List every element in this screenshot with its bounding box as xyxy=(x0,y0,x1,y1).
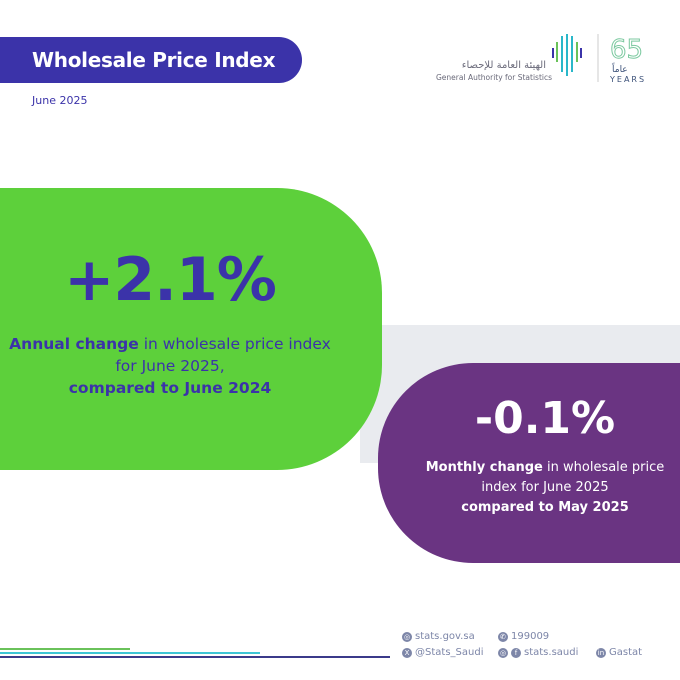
decor-line-green xyxy=(0,648,130,650)
logo-arabic: الهيئة العامة للإحصاء xyxy=(461,60,546,71)
facebook-icon: f xyxy=(511,647,521,658)
linkedin-link[interactable]: in Gastat xyxy=(596,647,642,658)
page-title: Wholesale Price Index xyxy=(0,37,302,83)
monthly-value: -0.1% xyxy=(474,393,616,444)
linkedin-text: Gastat xyxy=(609,647,643,658)
monthly-comparison: compared to May 2025 xyxy=(461,500,629,515)
report-date: June 2025 xyxy=(32,94,88,107)
monthly-text: in wholesale price index for June 2025 xyxy=(481,460,665,495)
website-link[interactable]: ◎ stats.gov.sa xyxy=(402,631,475,642)
annual-value: +2.1% xyxy=(64,245,277,315)
x-link[interactable]: X @Stats_Saudi xyxy=(402,647,483,658)
anniversary-label: YEARS xyxy=(609,75,646,84)
x-icon: X xyxy=(402,647,412,658)
phone-link[interactable]: ✆ 199009 xyxy=(498,631,549,642)
annual-description: Annual change in wholesale price index f… xyxy=(0,333,340,399)
x-text: @Stats_Saudi xyxy=(415,647,484,658)
anniversary-number: 65 xyxy=(610,35,643,65)
annual-text: in wholesale price index for June 2025, xyxy=(115,335,331,375)
monthly-description: Monthly change in wholesale price index … xyxy=(410,458,680,518)
monthly-label: Monthly change xyxy=(425,460,543,475)
gastat-logo: 65 عاماً YEARS xyxy=(552,34,646,84)
decor-line-cyan xyxy=(0,652,260,654)
annual-comparison: compared to June 2024 xyxy=(68,379,272,397)
social-link[interactable]: ◎ f stats.saudi xyxy=(498,647,578,658)
annual-card xyxy=(0,188,382,470)
annual-label: Annual change xyxy=(9,335,139,353)
globe-icon: ◎ xyxy=(402,631,412,642)
phone-icon: ✆ xyxy=(498,631,508,642)
social-text: stats.saudi xyxy=(524,647,579,658)
linkedin-icon: in xyxy=(596,647,606,658)
decor-line-navy xyxy=(0,656,390,658)
logo-english: General Authority for Statistics xyxy=(436,73,553,82)
phone-text: 199009 xyxy=(511,631,550,642)
instagram-icon: ◎ xyxy=(498,647,508,658)
monthly-card xyxy=(378,363,680,563)
website-text: stats.gov.sa xyxy=(415,631,475,642)
anniversary-arabic: عاماً xyxy=(611,62,628,75)
